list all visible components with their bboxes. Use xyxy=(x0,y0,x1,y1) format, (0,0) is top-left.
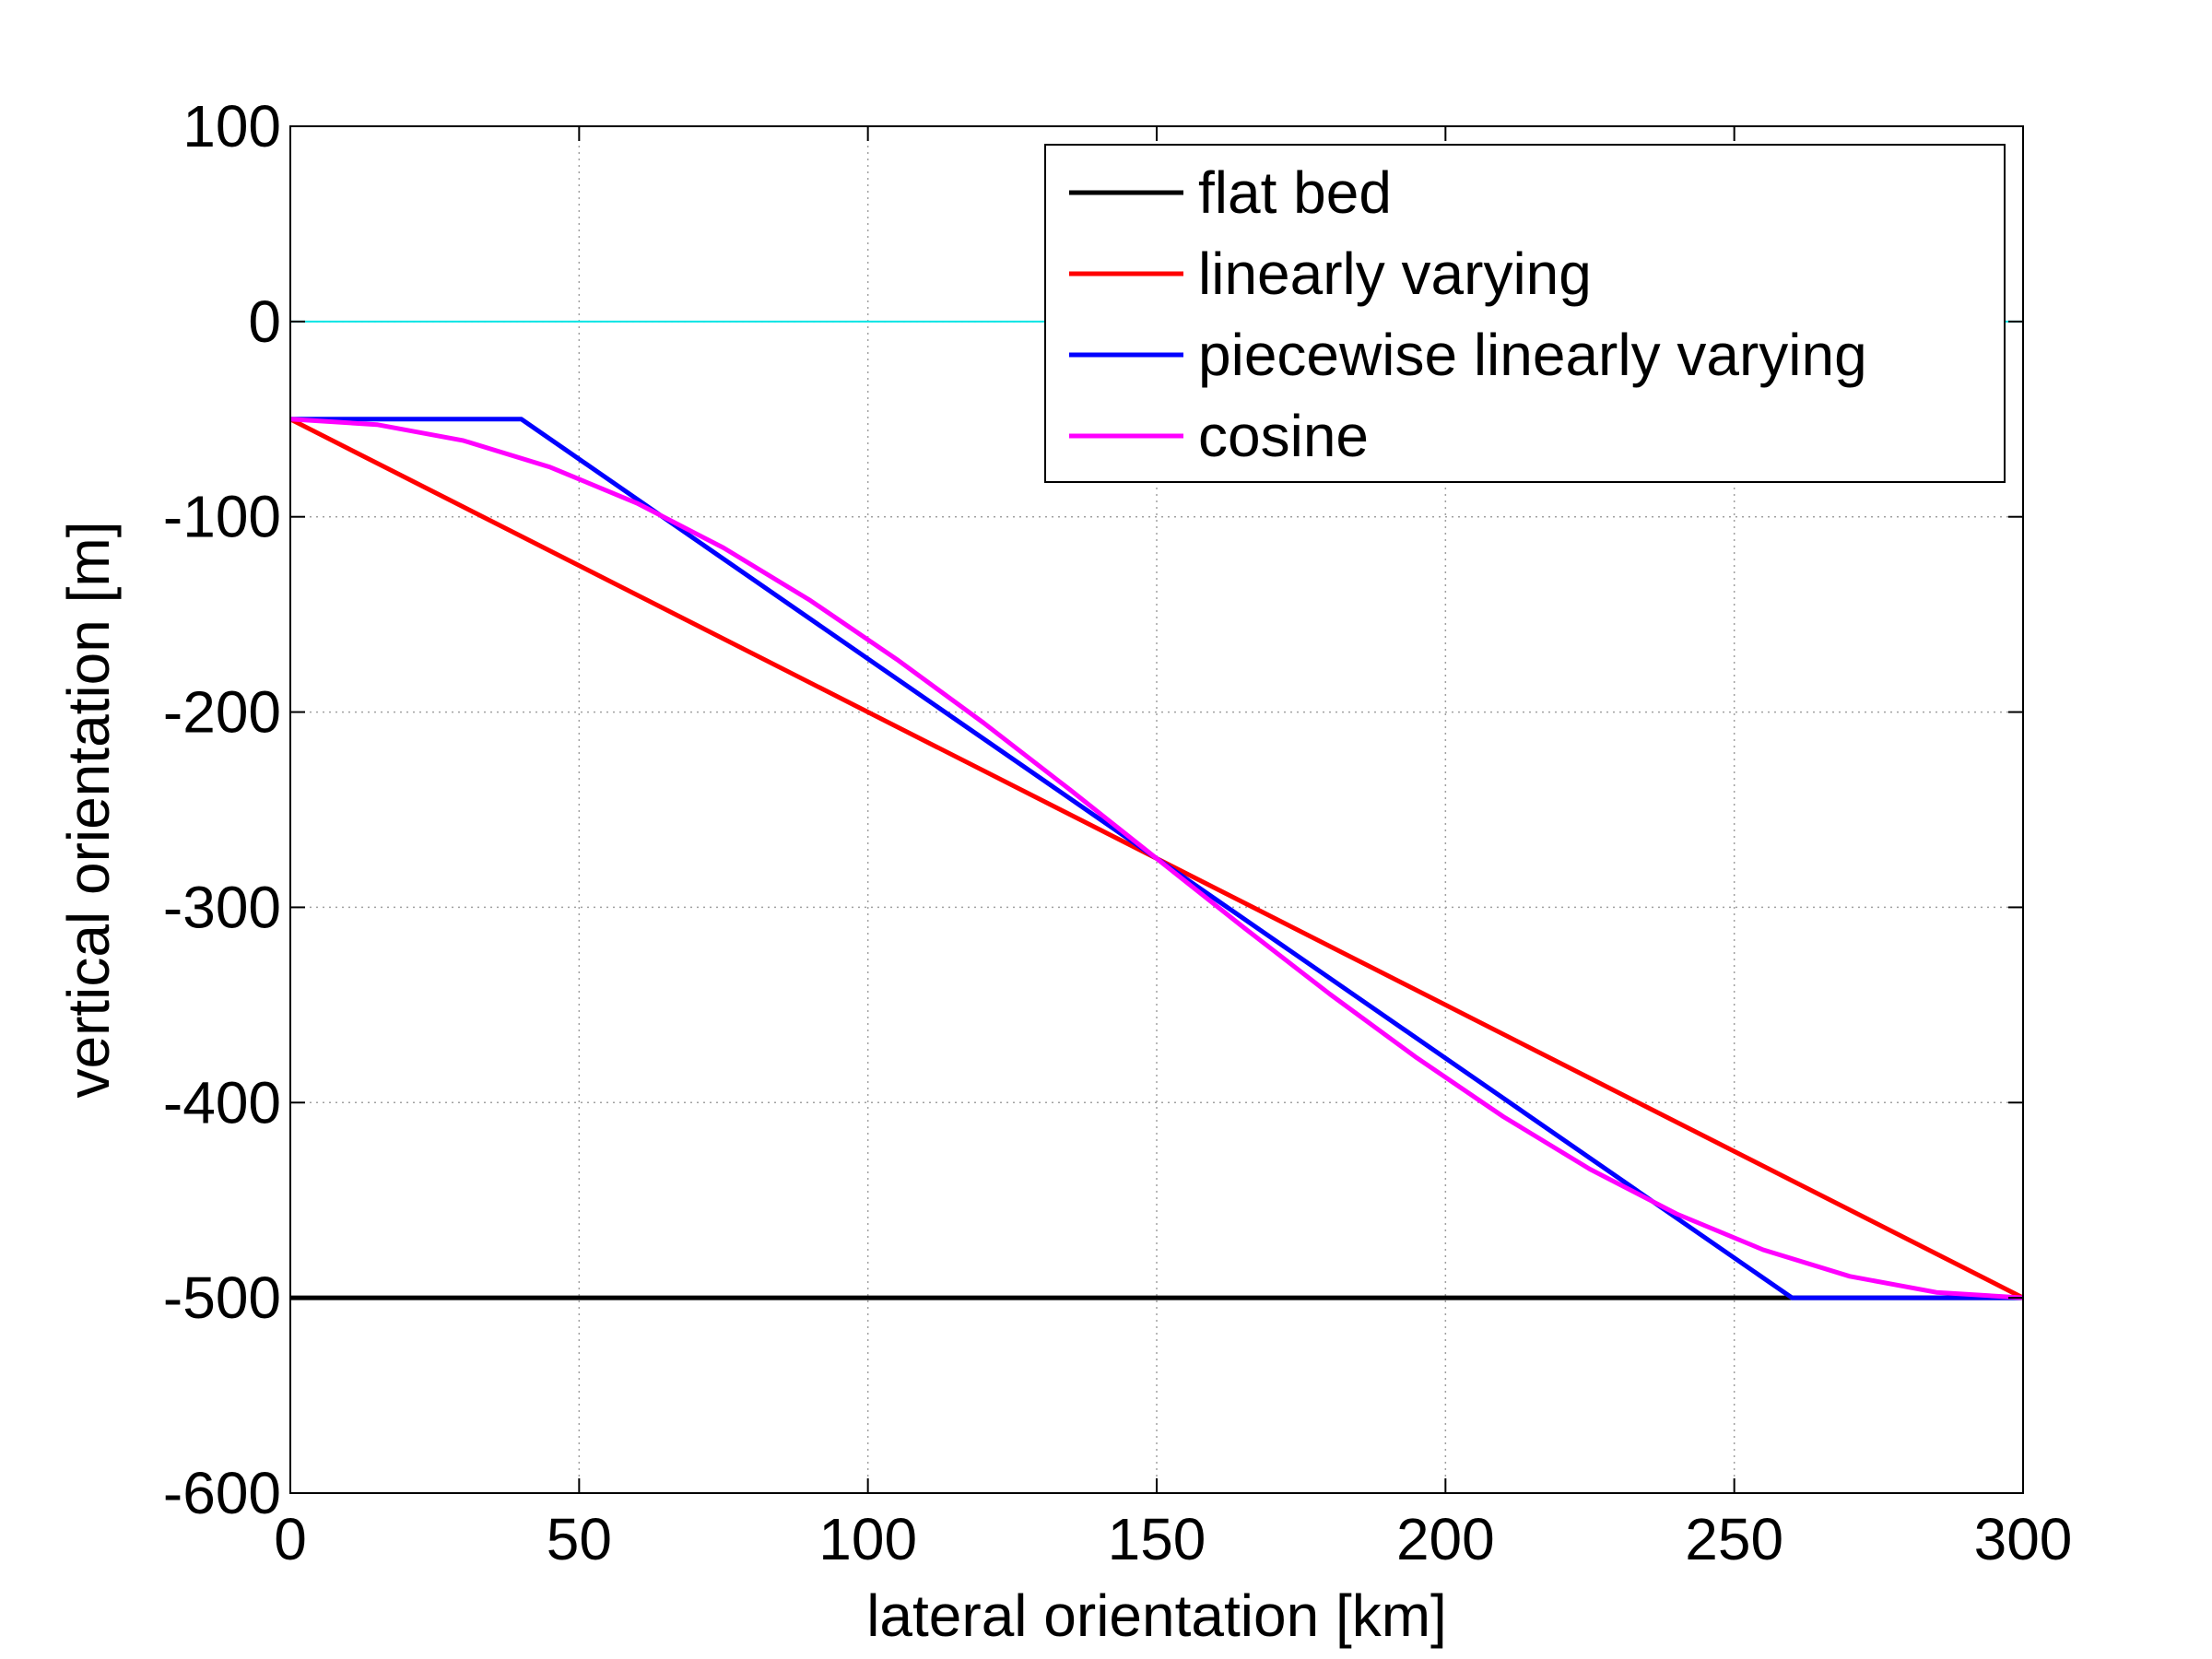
legend: flat bed linearly varying piecewise linear… xyxy=(1044,144,2006,483)
x-tick-label: 0 xyxy=(274,1506,307,1572)
y-tick-label: -500 xyxy=(163,1265,281,1331)
x-tick-label: 50 xyxy=(547,1506,612,1572)
ticks: 0 50 100 150 200 250 300 100 0 -100 -200 -300 -400 -5… xyxy=(163,93,2072,1572)
x-tick-label: 200 xyxy=(1396,1506,1495,1572)
y-tick-label: -300 xyxy=(163,874,281,940)
y-axis-label: vertical orientation [m] xyxy=(55,521,122,1098)
legend-box xyxy=(1044,144,2006,483)
y-tick-label: 100 xyxy=(182,93,281,159)
y-tick-label: -100 xyxy=(163,484,281,550)
x-tick-label: 150 xyxy=(1108,1506,1206,1572)
legend-label: piecewise linearly varying xyxy=(1198,322,1867,388)
legend-label: linearly varying xyxy=(1198,241,1592,307)
series-group xyxy=(288,417,2025,1300)
legend-label: flat bed xyxy=(1198,159,1392,226)
x-tick-label: 100 xyxy=(818,1506,917,1572)
x-axis-label: lateral orientation [km] xyxy=(866,1583,1447,1649)
y-tick-label: -600 xyxy=(163,1460,281,1526)
legend-label: cosine xyxy=(1198,403,1369,469)
y-tick-label: 0 xyxy=(248,288,281,355)
x-tick-label: 250 xyxy=(1685,1506,1783,1572)
y-tick-label: -400 xyxy=(163,1069,281,1135)
y-tick-label: -200 xyxy=(163,679,281,746)
series-line xyxy=(289,417,2024,1300)
x-tick-label: 300 xyxy=(1974,1506,2073,1572)
